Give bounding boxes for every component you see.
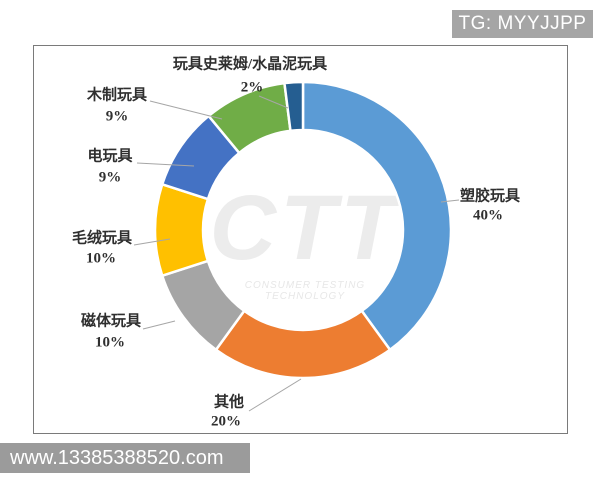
leader-line-other — [248, 378, 302, 412]
leader-line-magnet — [142, 320, 176, 330]
phone-watermark-bar: www.13385388520.com — [0, 443, 250, 473]
donut-slice-0 — [301, 80, 453, 351]
leader-line-slime — [258, 95, 289, 109]
slice-pct-plush: 10% — [86, 250, 116, 267]
slice-label-wooden: 木制玩具 — [86, 87, 148, 104]
slice-label-other: 其他 — [213, 394, 245, 411]
phone-watermark-text: www.13385388520.com — [10, 446, 224, 469]
slice-pct-wooden: 9% — [105, 108, 129, 125]
leader-line-plastic — [440, 199, 460, 203]
donut-slices — [153, 80, 453, 380]
slice-pct-electric: 9% — [98, 169, 122, 186]
leader-line-wooden — [149, 100, 223, 120]
leader-lines — [133, 95, 460, 412]
slice-pct-slime: 2% — [240, 79, 264, 96]
slice-label-slime: 玩具史莱姆/水晶泥玩具 — [172, 56, 328, 73]
donut-slice-6 — [283, 80, 305, 133]
donut-slice-3 — [153, 183, 210, 277]
telegram-watermark-badge: TG: MYYJJPP — [452, 10, 593, 38]
slice-label-plush: 毛绒玩具 — [71, 230, 133, 247]
telegram-watermark-text: TG: MYYJJPP — [458, 13, 587, 34]
slice-label-magnet: 磁体玩具 — [80, 313, 142, 330]
slice-pct-plastic: 40% — [473, 207, 503, 224]
slice-pct-other: 20% — [211, 413, 241, 430]
donut-slice-1 — [214, 309, 392, 380]
leader-line-electric — [136, 162, 195, 167]
slice-label-plastic: 塑胶玩具 — [459, 188, 521, 205]
slice-pct-magnet: 10% — [95, 334, 125, 351]
leader-line-plush — [133, 238, 171, 246]
slice-label-electric: 电玩具 — [87, 148, 133, 165]
